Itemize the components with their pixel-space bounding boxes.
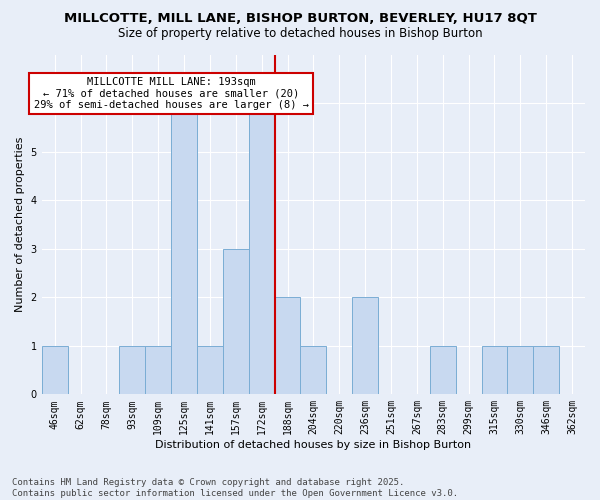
Text: MILLCOTTE, MILL LANE, BISHOP BURTON, BEVERLEY, HU17 8QT: MILLCOTTE, MILL LANE, BISHOP BURTON, BEV… <box>64 12 536 26</box>
X-axis label: Distribution of detached houses by size in Bishop Burton: Distribution of detached houses by size … <box>155 440 472 450</box>
Bar <box>533 346 559 395</box>
Bar <box>352 298 378 394</box>
Bar <box>42 346 68 395</box>
Bar <box>197 346 223 395</box>
Text: MILLCOTTE MILL LANE: 193sqm
← 71% of detached houses are smaller (20)
29% of sem: MILLCOTTE MILL LANE: 193sqm ← 71% of det… <box>34 77 308 110</box>
Bar <box>430 346 455 395</box>
Bar <box>508 346 533 395</box>
Bar <box>249 104 275 395</box>
Text: Contains HM Land Registry data © Crown copyright and database right 2025.
Contai: Contains HM Land Registry data © Crown c… <box>12 478 458 498</box>
Bar <box>171 104 197 395</box>
Bar <box>223 249 249 394</box>
Bar <box>119 346 145 395</box>
Text: Size of property relative to detached houses in Bishop Burton: Size of property relative to detached ho… <box>118 28 482 40</box>
Bar <box>145 346 171 395</box>
Bar <box>275 298 301 394</box>
Y-axis label: Number of detached properties: Number of detached properties <box>15 137 25 312</box>
Bar <box>301 346 326 395</box>
Bar <box>482 346 508 395</box>
